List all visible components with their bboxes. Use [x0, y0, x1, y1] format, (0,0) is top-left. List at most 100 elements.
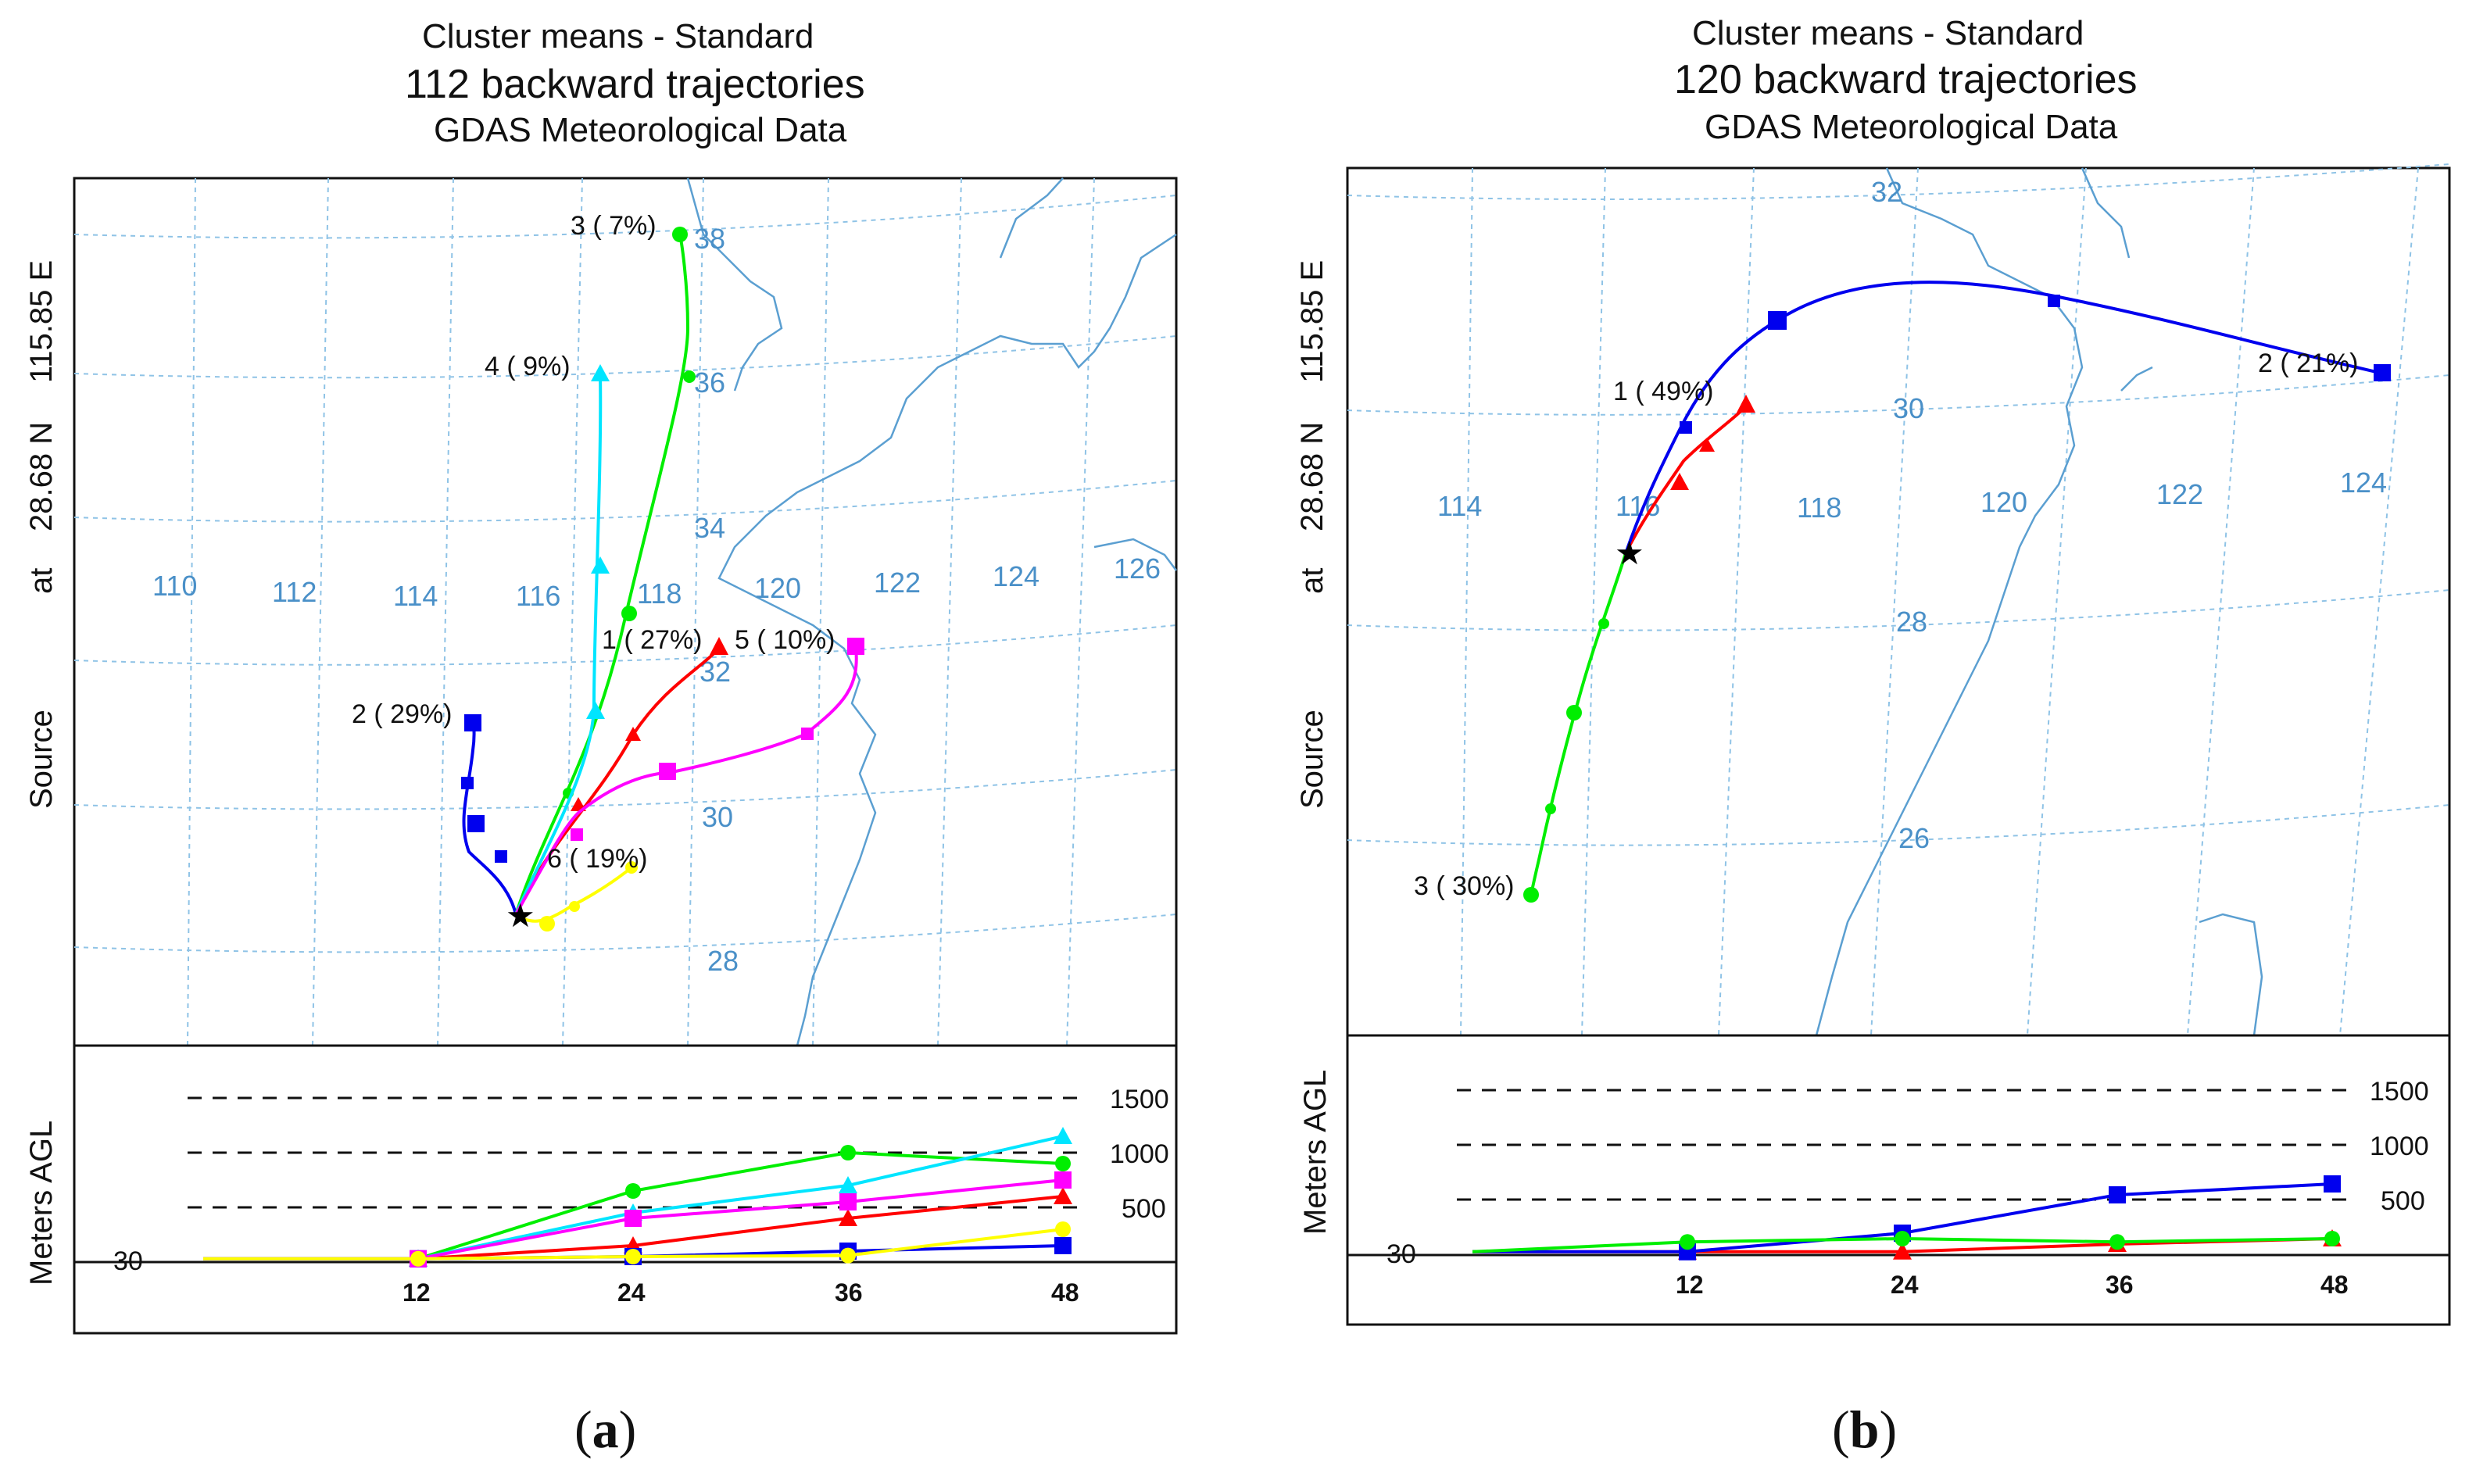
- lat-label: 34: [694, 512, 725, 544]
- trajectory-3-path: [1530, 552, 1627, 896]
- source-lat: 28.68 N: [24, 422, 59, 531]
- lon-label: 124: [2340, 467, 2387, 499]
- source-lon: 115.85 E: [24, 260, 59, 383]
- lon-label: 114: [1437, 490, 1482, 522]
- height-marker-3: [840, 1145, 856, 1160]
- caption-b: (b): [1832, 1400, 1898, 1459]
- trajectories-map: ★ 1 ( 49%) 2 ( 21%) 3 ( 30%): [1414, 281, 2391, 903]
- panel-b: Cluster means - Standard 120 backward tr…: [1238, 0, 2476, 1484]
- height-marker-1: [1054, 1187, 1072, 1204]
- height-frame: [1346, 1034, 2451, 1326]
- at-word: at: [24, 568, 59, 594]
- lon-label: 110: [152, 570, 197, 602]
- level-label: 1500: [2370, 1077, 2429, 1107]
- traj-1-marker: [571, 797, 586, 811]
- lon-label: 118: [637, 578, 682, 610]
- source-lon: 115.85 E: [1295, 260, 1329, 383]
- lat-label: 28: [707, 945, 739, 977]
- lat-label: 38: [694, 223, 725, 255]
- trajectories-map: ★ 3 ( 7%) 4 ( 9%) 1 ( 27%) 5 ( 10%) 2 ( …: [352, 211, 864, 934]
- meters-agl-label: Meters AGL: [24, 1121, 59, 1286]
- cluster-label-3: 3 ( 30%): [1414, 871, 1515, 901]
- traj-1-marker: [710, 637, 728, 655]
- hour-tick: 36: [835, 1278, 863, 1307]
- coastline: [1815, 167, 2084, 1036]
- hour-tick: 12: [1676, 1271, 1704, 1299]
- traj-6-marker: [569, 901, 580, 912]
- height-frame: [73, 1044, 1178, 1335]
- map-frame: [1346, 166, 2451, 1037]
- coastline-north: [686, 177, 783, 392]
- height-marker-3: [1680, 1234, 1695, 1250]
- coastline: [717, 233, 1177, 1046]
- coastline-taiwan: [2199, 913, 2263, 1036]
- traj-5-marker: [659, 763, 676, 780]
- height-series-a: [203, 1127, 1072, 1268]
- height-marker-2: [2109, 1186, 2126, 1203]
- cluster-label-2: 2 ( 29%): [352, 699, 453, 729]
- height-marker-1: [1893, 1242, 1912, 1260]
- lat-label: 36: [694, 367, 725, 399]
- traj-2-marker: [464, 714, 481, 731]
- lon-label: 122: [874, 567, 921, 599]
- traj-4-marker: [591, 364, 610, 381]
- traj-6-marker: [539, 916, 555, 932]
- cluster-label-1: 1 ( 27%): [602, 625, 703, 655]
- source-star-icon: ★: [1615, 535, 1644, 571]
- source-axis-label: Source at 28.68 N 115.85 E: [24, 260, 59, 809]
- traj-2-marker: [2374, 364, 2391, 381]
- traj-5-marker: [847, 638, 864, 655]
- lat-label: 30: [1893, 392, 1924, 424]
- height-marker-6: [410, 1250, 426, 1267]
- level-label: 1000: [2370, 1132, 2429, 1161]
- traj-2-marker: [467, 815, 485, 832]
- trajectory-3-path: [514, 234, 690, 915]
- title-line2: 112 backward trajectories: [405, 62, 865, 107]
- lon-label: 114: [393, 580, 438, 612]
- base-height-label: 30: [1386, 1239, 1416, 1269]
- traj-1-marker: [1737, 395, 1755, 413]
- level-label: 500: [1122, 1194, 1166, 1224]
- height-marker-3: [625, 1183, 641, 1199]
- lon-label: 122: [2156, 478, 2203, 510]
- lon-label: 118: [1797, 492, 1841, 524]
- caption-a: (a): [574, 1400, 637, 1459]
- traj-3-marker: [1545, 803, 1556, 814]
- trajectory-4-path: [514, 374, 603, 915]
- lon-label: 120: [754, 572, 801, 604]
- source-word: Source: [1295, 710, 1329, 809]
- height-marker-6: [625, 1249, 641, 1264]
- coastline-islet: [2120, 366, 2153, 392]
- coastline-north: [2081, 167, 2131, 259]
- hour-tick: 12: [403, 1278, 431, 1307]
- hour-tick: 24: [617, 1278, 646, 1307]
- lat-label: 26: [1898, 822, 1930, 854]
- hour-tick: 24: [1891, 1271, 1919, 1299]
- title-line1: Cluster means - Standard: [422, 17, 814, 55]
- meters-agl-label: Meters AGL: [1298, 1070, 1333, 1235]
- source-axis-label: Source at 28.68 N 115.85 E: [1295, 260, 1329, 809]
- panel-a: Cluster means - Standard 112 backward tr…: [24, 17, 1178, 1459]
- trajectory-2-path: [462, 722, 517, 915]
- graticule: [1347, 163, 2450, 1036]
- height-marker-3: [1895, 1231, 1910, 1246]
- height-marker-1: [839, 1209, 857, 1226]
- traj-1-marker: [1670, 473, 1689, 490]
- height-marker-2: [2324, 1175, 2341, 1193]
- cluster-label-1: 1 ( 49%): [1613, 377, 1714, 406]
- source-star-icon: ★: [506, 897, 535, 934]
- cluster-label-4: 4 ( 9%): [485, 352, 571, 381]
- panel-b-svg: 114 116 118 120 122 124 32 30 28 26 Sour…: [1295, 163, 2451, 1326]
- coastline-korea: [999, 177, 1064, 259]
- title-line3: GDAS Meteorological Data: [1705, 108, 2118, 146]
- traj-4-marker: [586, 702, 605, 719]
- traj-2-marker: [2048, 295, 2060, 307]
- trajectory-1-path: [1624, 405, 1748, 554]
- height-axis-label: Meters AGL: [24, 1121, 59, 1286]
- traj-3-marker: [621, 606, 637, 621]
- coastline-island: [1093, 538, 1177, 571]
- traj-4-marker: [591, 556, 610, 574]
- traj-2-marker: [1768, 311, 1787, 330]
- hour-tick: 36: [2106, 1271, 2134, 1299]
- traj-2-marker: [495, 850, 507, 863]
